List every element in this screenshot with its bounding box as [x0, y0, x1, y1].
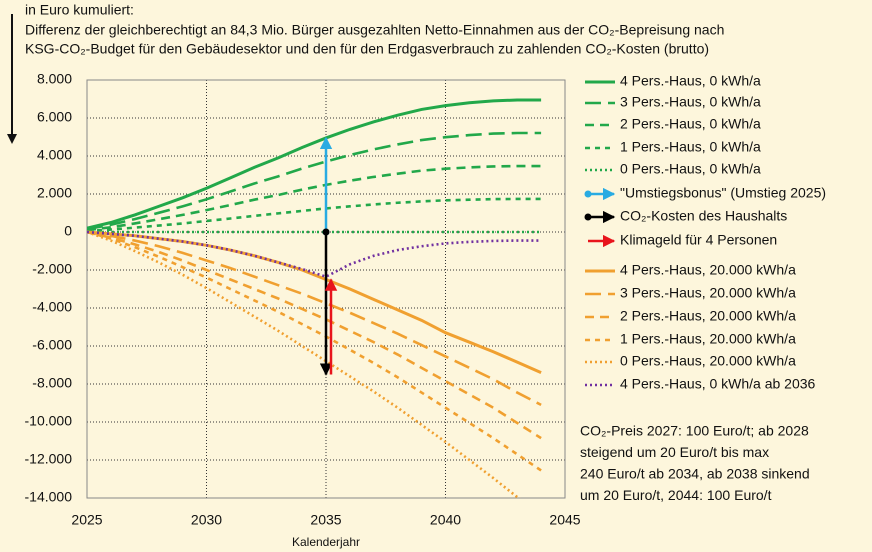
- legend-dot: [584, 190, 592, 198]
- y-axis-arrow-head: [7, 134, 17, 144]
- y-tick-label: 2.000: [37, 185, 72, 201]
- note-line: 240 Euro/t ab 2034, ab 2038 sinkend: [580, 466, 810, 482]
- y-tick-label: -14.000: [25, 489, 73, 505]
- title-line: KSG-CO₂-Budget für den Gebäudesektor und…: [25, 41, 709, 57]
- legend-label: 3 Pers.-Haus, 20.000 kWh/a: [620, 285, 796, 301]
- y-tick-label: 0: [64, 223, 72, 239]
- x-tick-label: 2045: [549, 512, 580, 528]
- x-tick-label: 2025: [71, 512, 102, 528]
- x-tick-label: 2030: [191, 512, 222, 528]
- legend-label: 1 Pers.-Haus, 0 kWh/a: [620, 139, 761, 155]
- title-line: in Euro kumuliert:: [25, 2, 134, 18]
- legend-label: "Umstiegsbonus" (Umstieg 2025): [620, 185, 826, 201]
- y-tick-label: -8.000: [32, 375, 72, 391]
- legend-label: 1 Pers.-Haus, 20.000 kWh/a: [620, 331, 796, 347]
- series-line: [87, 230, 542, 472]
- series-line: [87, 230, 521, 498]
- note-line: steigend um 20 Euro/t bis max: [580, 444, 769, 460]
- legend-label: 2 Pers.-Haus, 0 kWh/a: [620, 116, 761, 132]
- y-tick-label: -6.000: [32, 337, 72, 353]
- y-tick-label: -12.000: [25, 451, 73, 467]
- x-tick-label: 2035: [310, 512, 341, 528]
- legend-label: 2 Pers.-Haus, 20.000 kWh/a: [620, 308, 796, 324]
- legend-label: 0 Pers.-Haus, 20.000 kWh/a: [620, 353, 796, 369]
- legend-label: CO₂-Kosten des Haushalts: [620, 208, 787, 224]
- y-tick-label: 6.000: [37, 109, 72, 125]
- title-line: Differenz der gleichberechtigt an 84,3 M…: [25, 22, 724, 38]
- series-line: [87, 230, 542, 407]
- series-line: [87, 98, 542, 230]
- series-group: [87, 98, 542, 498]
- y-tick-label: -10.000: [25, 413, 73, 429]
- legend-label: 4 Pers.-Haus, 20.000 kWh/a: [620, 262, 796, 278]
- legend-label: 4 Pers.-Haus, 0 kWh/a: [620, 73, 761, 89]
- series-line: [87, 230, 542, 279]
- series-line: [87, 131, 542, 231]
- note-line: um 20 Euro/t, 2044: 100 Euro/t: [580, 487, 772, 503]
- legend-label: 3 Pers.-Haus, 0 kWh/a: [620, 94, 761, 110]
- legend-label: 4 Pers.-Haus, 0 kWh/a ab 2036: [620, 376, 816, 392]
- plot-border: [86, 79, 566, 499]
- x-tick-label: 2040: [430, 512, 461, 528]
- legend-label: 0 Pers.-Haus, 0 kWh/a: [620, 161, 761, 177]
- arrow-dot: [322, 228, 330, 236]
- note-line: CO₂-Preis 2027: 100 Euro/t; ab 2028: [580, 423, 809, 439]
- y-tick-label: -4.000: [32, 299, 72, 315]
- y-tick-label: 4.000: [37, 147, 72, 163]
- x-axis-label: Kalenderjahr: [292, 535, 360, 549]
- y-tick-label: 8.000: [37, 71, 72, 87]
- legend-label: Klimageld für 4 Personen: [620, 232, 777, 248]
- series-line: [87, 164, 542, 232]
- legend-dot: [584, 213, 592, 221]
- series-line: [87, 230, 542, 440]
- y-tick-label: -2.000: [32, 261, 72, 277]
